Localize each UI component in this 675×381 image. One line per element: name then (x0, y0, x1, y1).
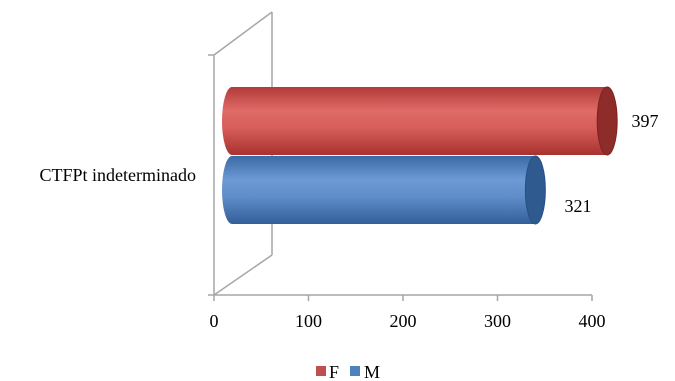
data-label-m: 321 (565, 196, 592, 216)
bars: 397 321 (222, 86, 659, 225)
bar-body (222, 156, 546, 224)
back-wall-top-edge (213, 11, 273, 56)
x-tick-label: 300 (484, 311, 511, 331)
bar-body (222, 87, 618, 155)
floor-edge (213, 254, 273, 296)
bar-f: 397 (222, 86, 659, 156)
data-label-f: 397 (632, 111, 659, 131)
bar-m: 321 (222, 155, 592, 225)
legend: F M (316, 362, 380, 381)
x-tick-label: 200 (390, 311, 417, 331)
x-tick-label: 100 (295, 311, 322, 331)
category-label: CTFPt indeterminado (40, 165, 197, 185)
bar-end-cap (524, 155, 546, 225)
legend-swatch-m (350, 366, 360, 376)
legend-label-f: F (329, 362, 339, 381)
legend-label-m: M (364, 362, 380, 381)
x-axis: 0 100 200 300 400 (210, 294, 606, 331)
x-tick-label: 0 (210, 311, 219, 331)
bar-end-cap (596, 86, 618, 156)
legend-swatch-f (316, 366, 326, 376)
x-tick-label: 400 (579, 311, 606, 331)
